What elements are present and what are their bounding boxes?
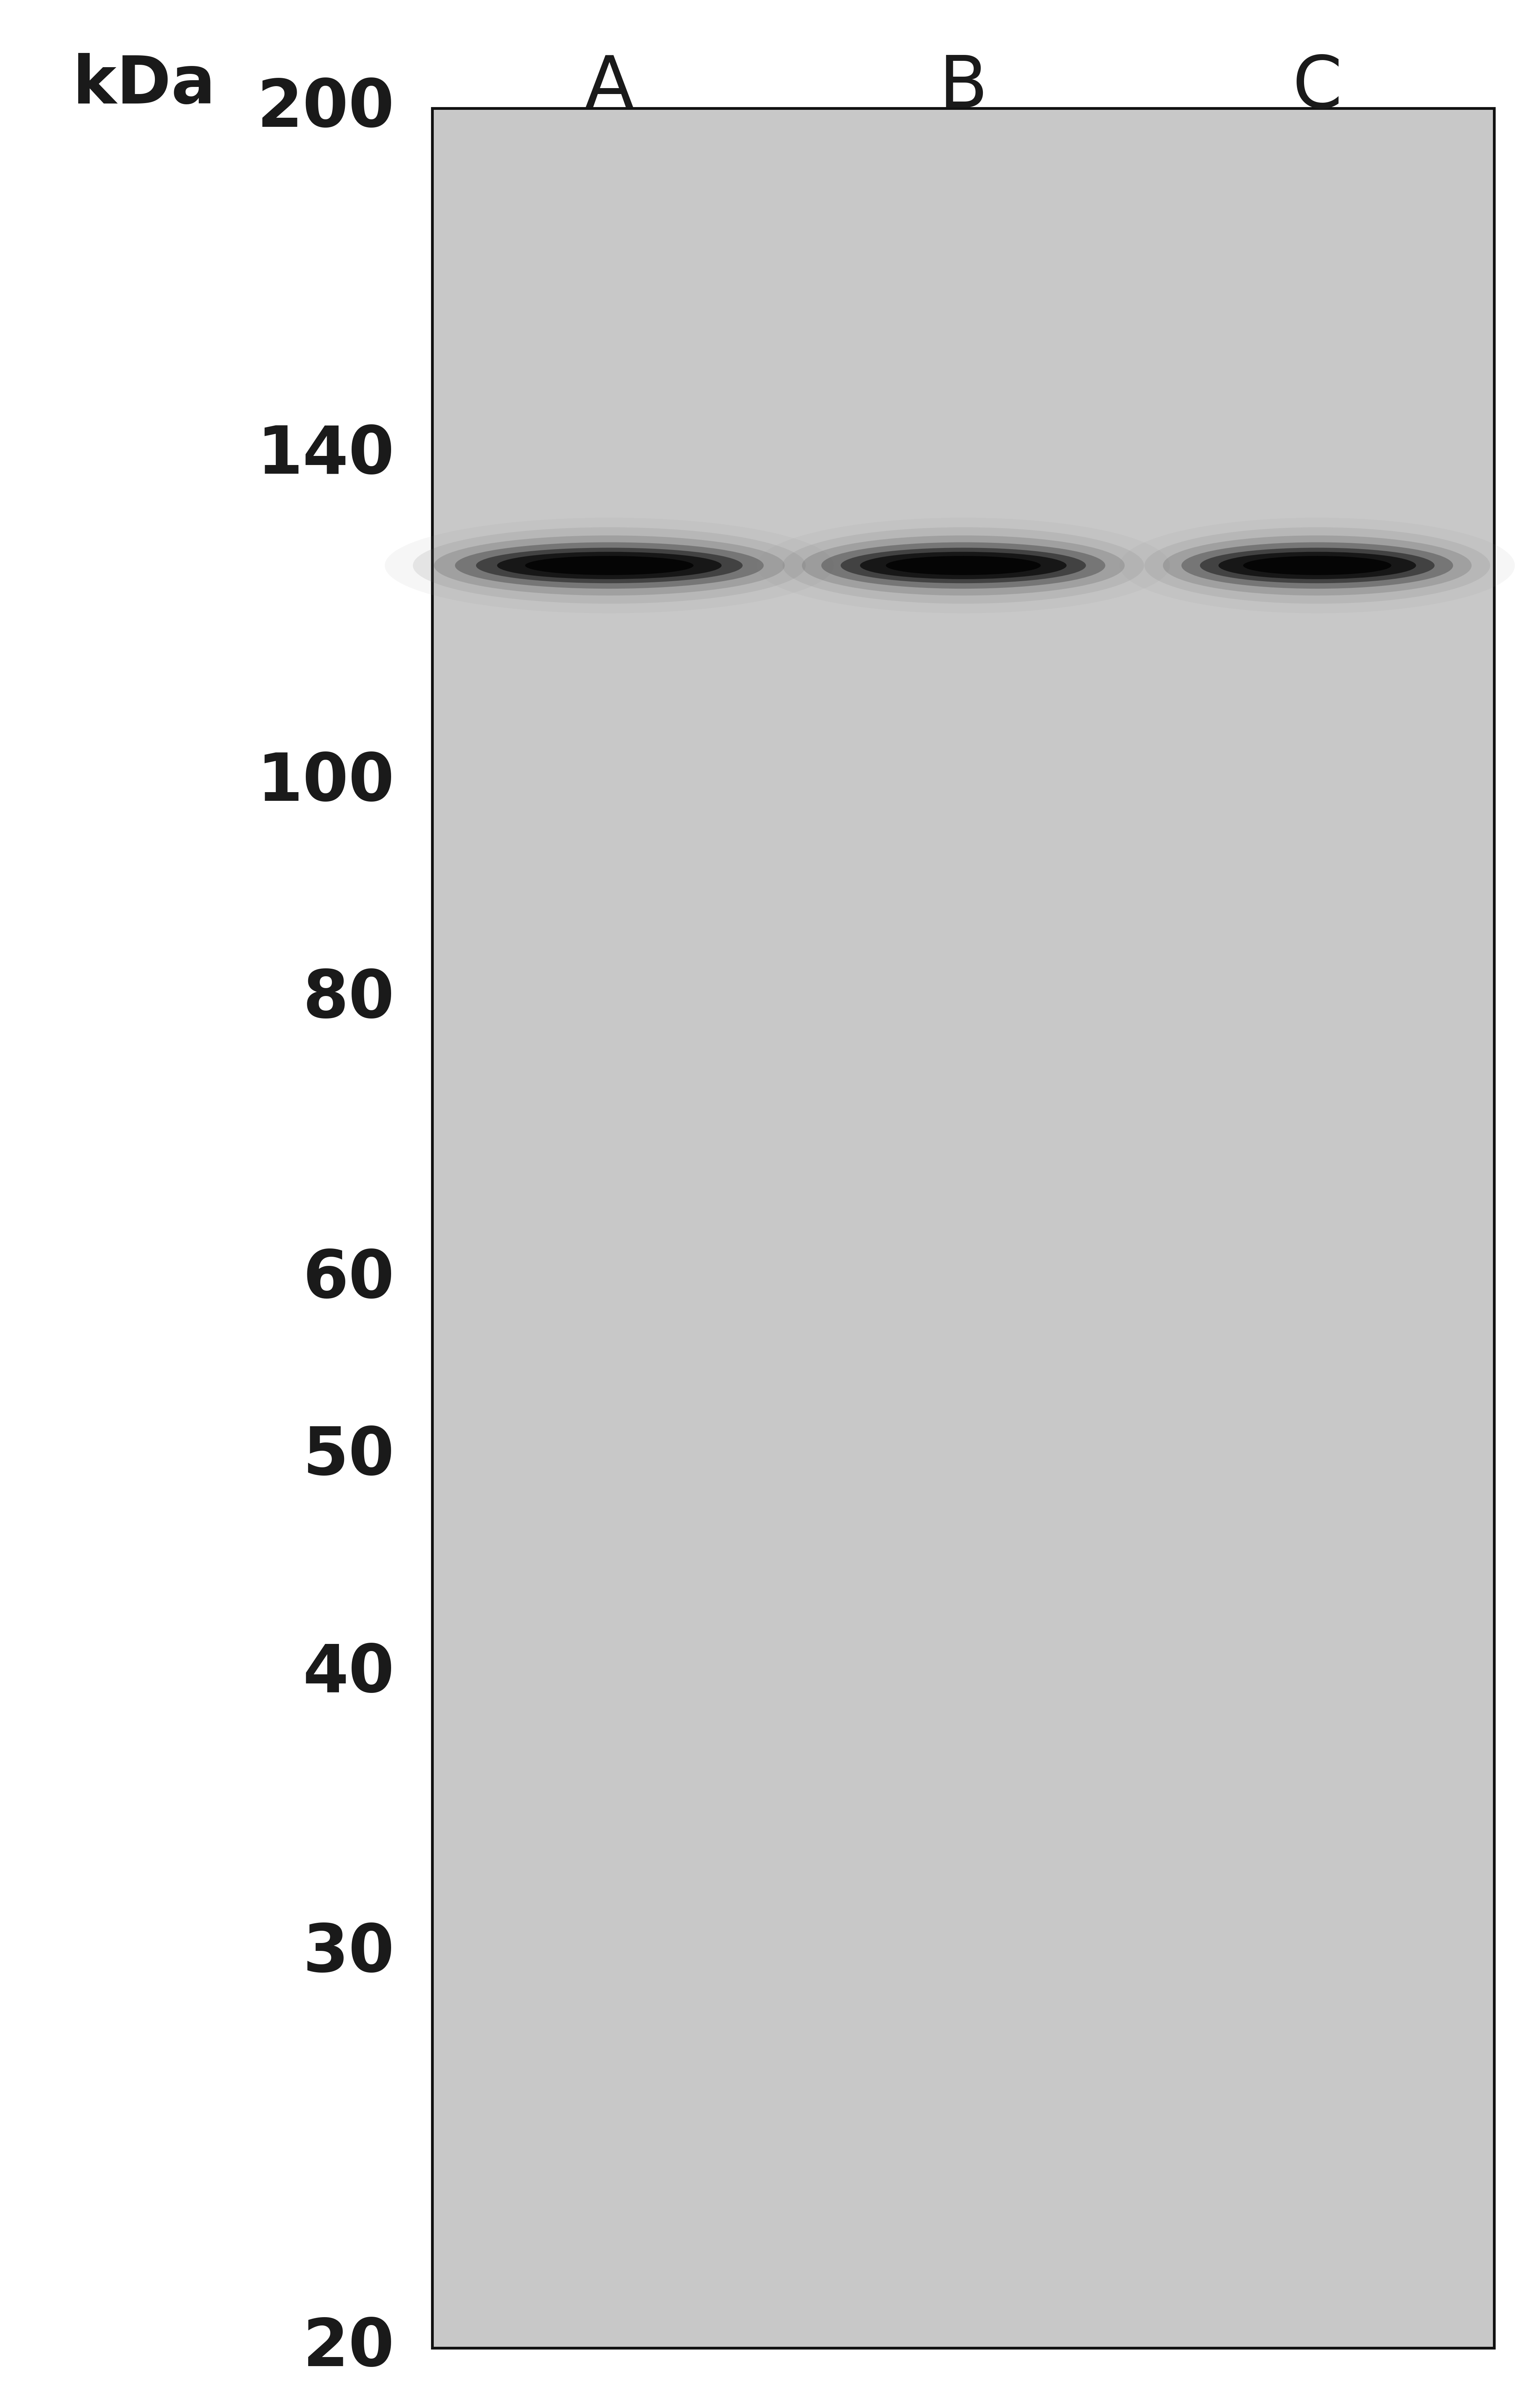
Ellipse shape <box>385 518 834 614</box>
Ellipse shape <box>455 542 763 588</box>
Ellipse shape <box>476 547 743 583</box>
Ellipse shape <box>783 527 1144 604</box>
Text: 50: 50 <box>303 1426 394 1488</box>
Text: 30: 30 <box>303 1922 394 1987</box>
Ellipse shape <box>434 535 784 595</box>
Text: 20: 20 <box>303 2316 394 2379</box>
Ellipse shape <box>413 527 806 604</box>
Text: 100: 100 <box>256 751 394 814</box>
Text: 140: 140 <box>256 424 394 486</box>
Text: 60: 60 <box>303 1247 394 1312</box>
Text: C: C <box>1292 53 1343 123</box>
Ellipse shape <box>1164 535 1471 595</box>
Ellipse shape <box>1182 542 1453 588</box>
Text: 40: 40 <box>303 1642 394 1705</box>
Ellipse shape <box>860 551 1066 580</box>
Text: A: A <box>586 53 634 123</box>
Ellipse shape <box>1242 556 1391 576</box>
Ellipse shape <box>525 556 693 576</box>
Text: 200: 200 <box>256 77 394 140</box>
Text: 80: 80 <box>303 968 394 1031</box>
Ellipse shape <box>840 547 1086 583</box>
Ellipse shape <box>802 535 1124 595</box>
Ellipse shape <box>757 518 1170 614</box>
Ellipse shape <box>1218 551 1415 580</box>
FancyBboxPatch shape <box>432 108 1494 2348</box>
Ellipse shape <box>1144 527 1490 604</box>
Text: kDa: kDa <box>73 53 215 118</box>
Ellipse shape <box>1120 518 1515 614</box>
Ellipse shape <box>1200 547 1435 583</box>
Ellipse shape <box>886 556 1041 576</box>
Ellipse shape <box>821 542 1106 588</box>
Text: B: B <box>939 53 988 123</box>
Ellipse shape <box>498 551 722 580</box>
